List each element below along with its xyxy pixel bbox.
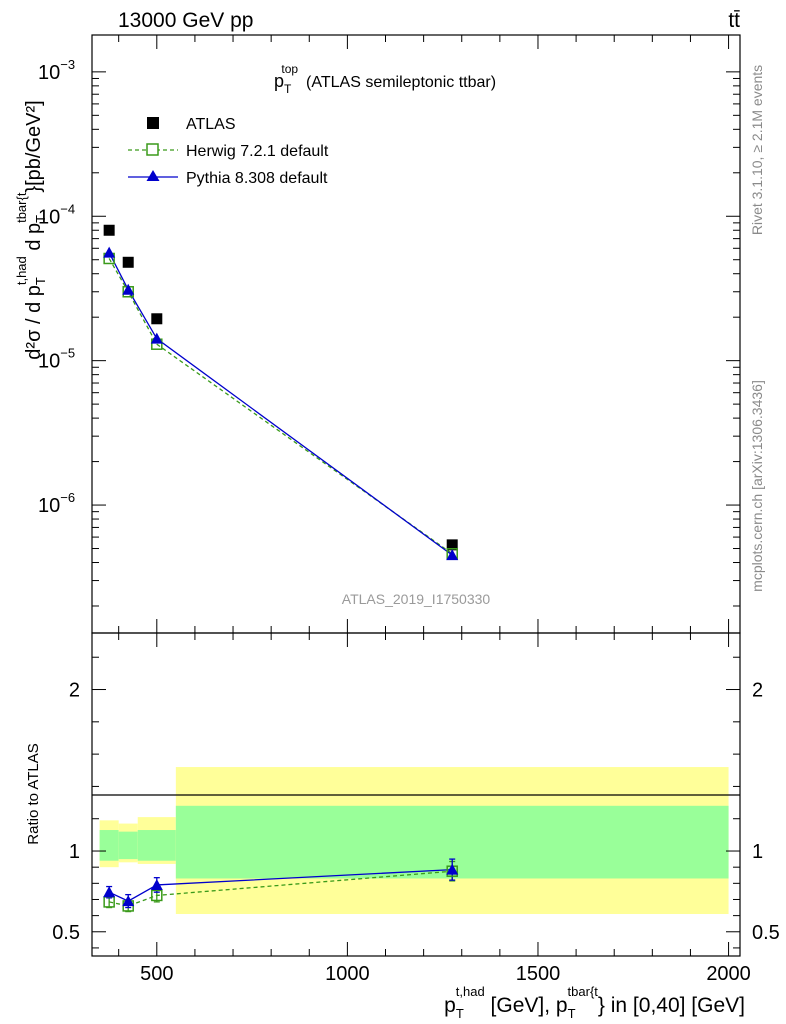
legend: ATLAS Herwig 7.2.1 default Pythia 8.308 … xyxy=(128,116,329,187)
plot-title: pTtop(ATLAS semileptonic ttbar) xyxy=(274,62,496,96)
ratio-series xyxy=(103,858,459,913)
ratio-y-tick-label-right: 1 xyxy=(752,841,763,863)
atlas-point xyxy=(122,256,134,268)
uncertainty-band-green xyxy=(118,831,138,860)
x-axis-label: pTt,had [GeV], pTtbar{t} in [0,40] [GeV] xyxy=(444,984,745,1021)
x-tick-label: 2000 xyxy=(706,963,751,985)
pythia-ratio-point xyxy=(446,863,459,875)
header-right: tt̄ xyxy=(728,9,740,32)
pythia-line xyxy=(108,252,453,556)
axis-ticks xyxy=(92,35,740,956)
legend-marker-herwig xyxy=(146,143,159,156)
x-tick-label: 1000 xyxy=(325,963,370,985)
legend-label-pythia: Pythia 8.308 default xyxy=(186,170,328,187)
header-left: 13000 GeV pp xyxy=(118,9,253,32)
herwig-ratio-line xyxy=(109,870,453,907)
mcplots-label: mcplots.cern.ch [arXiv:1306.3436] xyxy=(749,380,765,592)
legend-marker-atlas xyxy=(147,117,159,129)
legend-marker-pythia xyxy=(146,170,160,181)
uncertainty-band-green xyxy=(137,830,176,861)
ratio-y-tick-label-right: 0.5 xyxy=(752,922,780,944)
main-series xyxy=(103,224,459,561)
pythia-point xyxy=(122,283,135,295)
analysis-watermark: ATLAS_2019_I1750330 xyxy=(342,591,491,607)
main-y-tick-label: 10−6 xyxy=(38,490,75,517)
ratio-y-axis-label: Ratio to ATLAS xyxy=(25,743,42,844)
pythia-point xyxy=(103,246,116,258)
atlas-point xyxy=(103,224,115,236)
pythia-ratio-line xyxy=(108,868,453,902)
ratio-y-tick-label: 0.5 xyxy=(52,922,80,944)
main-y-tick-label: 10−3 xyxy=(38,57,75,84)
main-y-tick-label: 10−5 xyxy=(38,346,75,373)
main-y-tick-label: 10−4 xyxy=(38,201,75,228)
atlas-point xyxy=(151,313,163,325)
x-tick-label: 500 xyxy=(140,963,173,985)
pythia-ratio-point xyxy=(150,878,163,890)
legend-label-atlas: ATLAS xyxy=(186,116,236,133)
pythia-point xyxy=(150,332,163,344)
pythia-ratio-point xyxy=(122,895,135,907)
pythia-ratio-point xyxy=(103,886,116,898)
uncertainty-band-green xyxy=(99,830,119,861)
herwig-ratio-point xyxy=(151,889,163,902)
pythia-point xyxy=(446,549,459,561)
legend-label-herwig: Herwig 7.2.1 default xyxy=(186,143,329,160)
ratio-y-tick-label: 1 xyxy=(69,841,80,863)
ratio-y-tick-label-right: 2 xyxy=(752,680,763,702)
ratio-y-tick-label: 2 xyxy=(69,680,80,702)
atlas-point xyxy=(446,539,458,551)
x-tick-label: 1500 xyxy=(516,963,561,985)
herwig-line xyxy=(108,258,453,555)
rivet-label: Rivet 3.1.10, ≥ 2.1M events xyxy=(749,65,765,235)
main-y-axis-label: d²σ / d pTt,had d pTtbar{t}[pb/GeV²] xyxy=(14,100,48,359)
